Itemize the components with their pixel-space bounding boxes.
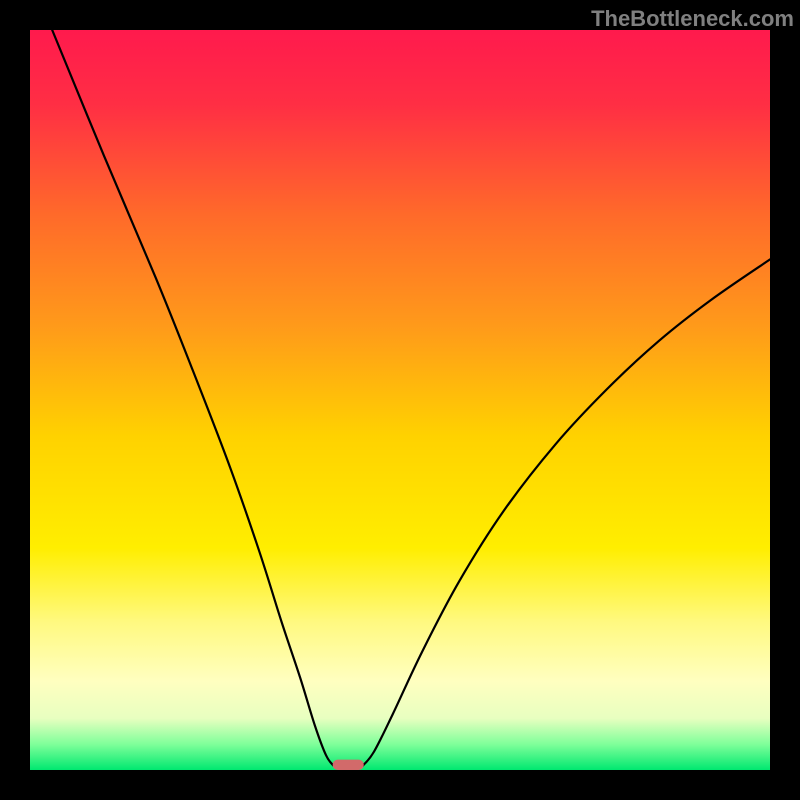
plot-background (30, 30, 770, 770)
optimal-point-marker (333, 760, 364, 770)
chart-container: TheBottleneck.com (0, 0, 800, 800)
bottleneck-chart-svg (0, 0, 800, 800)
watermark-text: TheBottleneck.com (591, 6, 794, 32)
